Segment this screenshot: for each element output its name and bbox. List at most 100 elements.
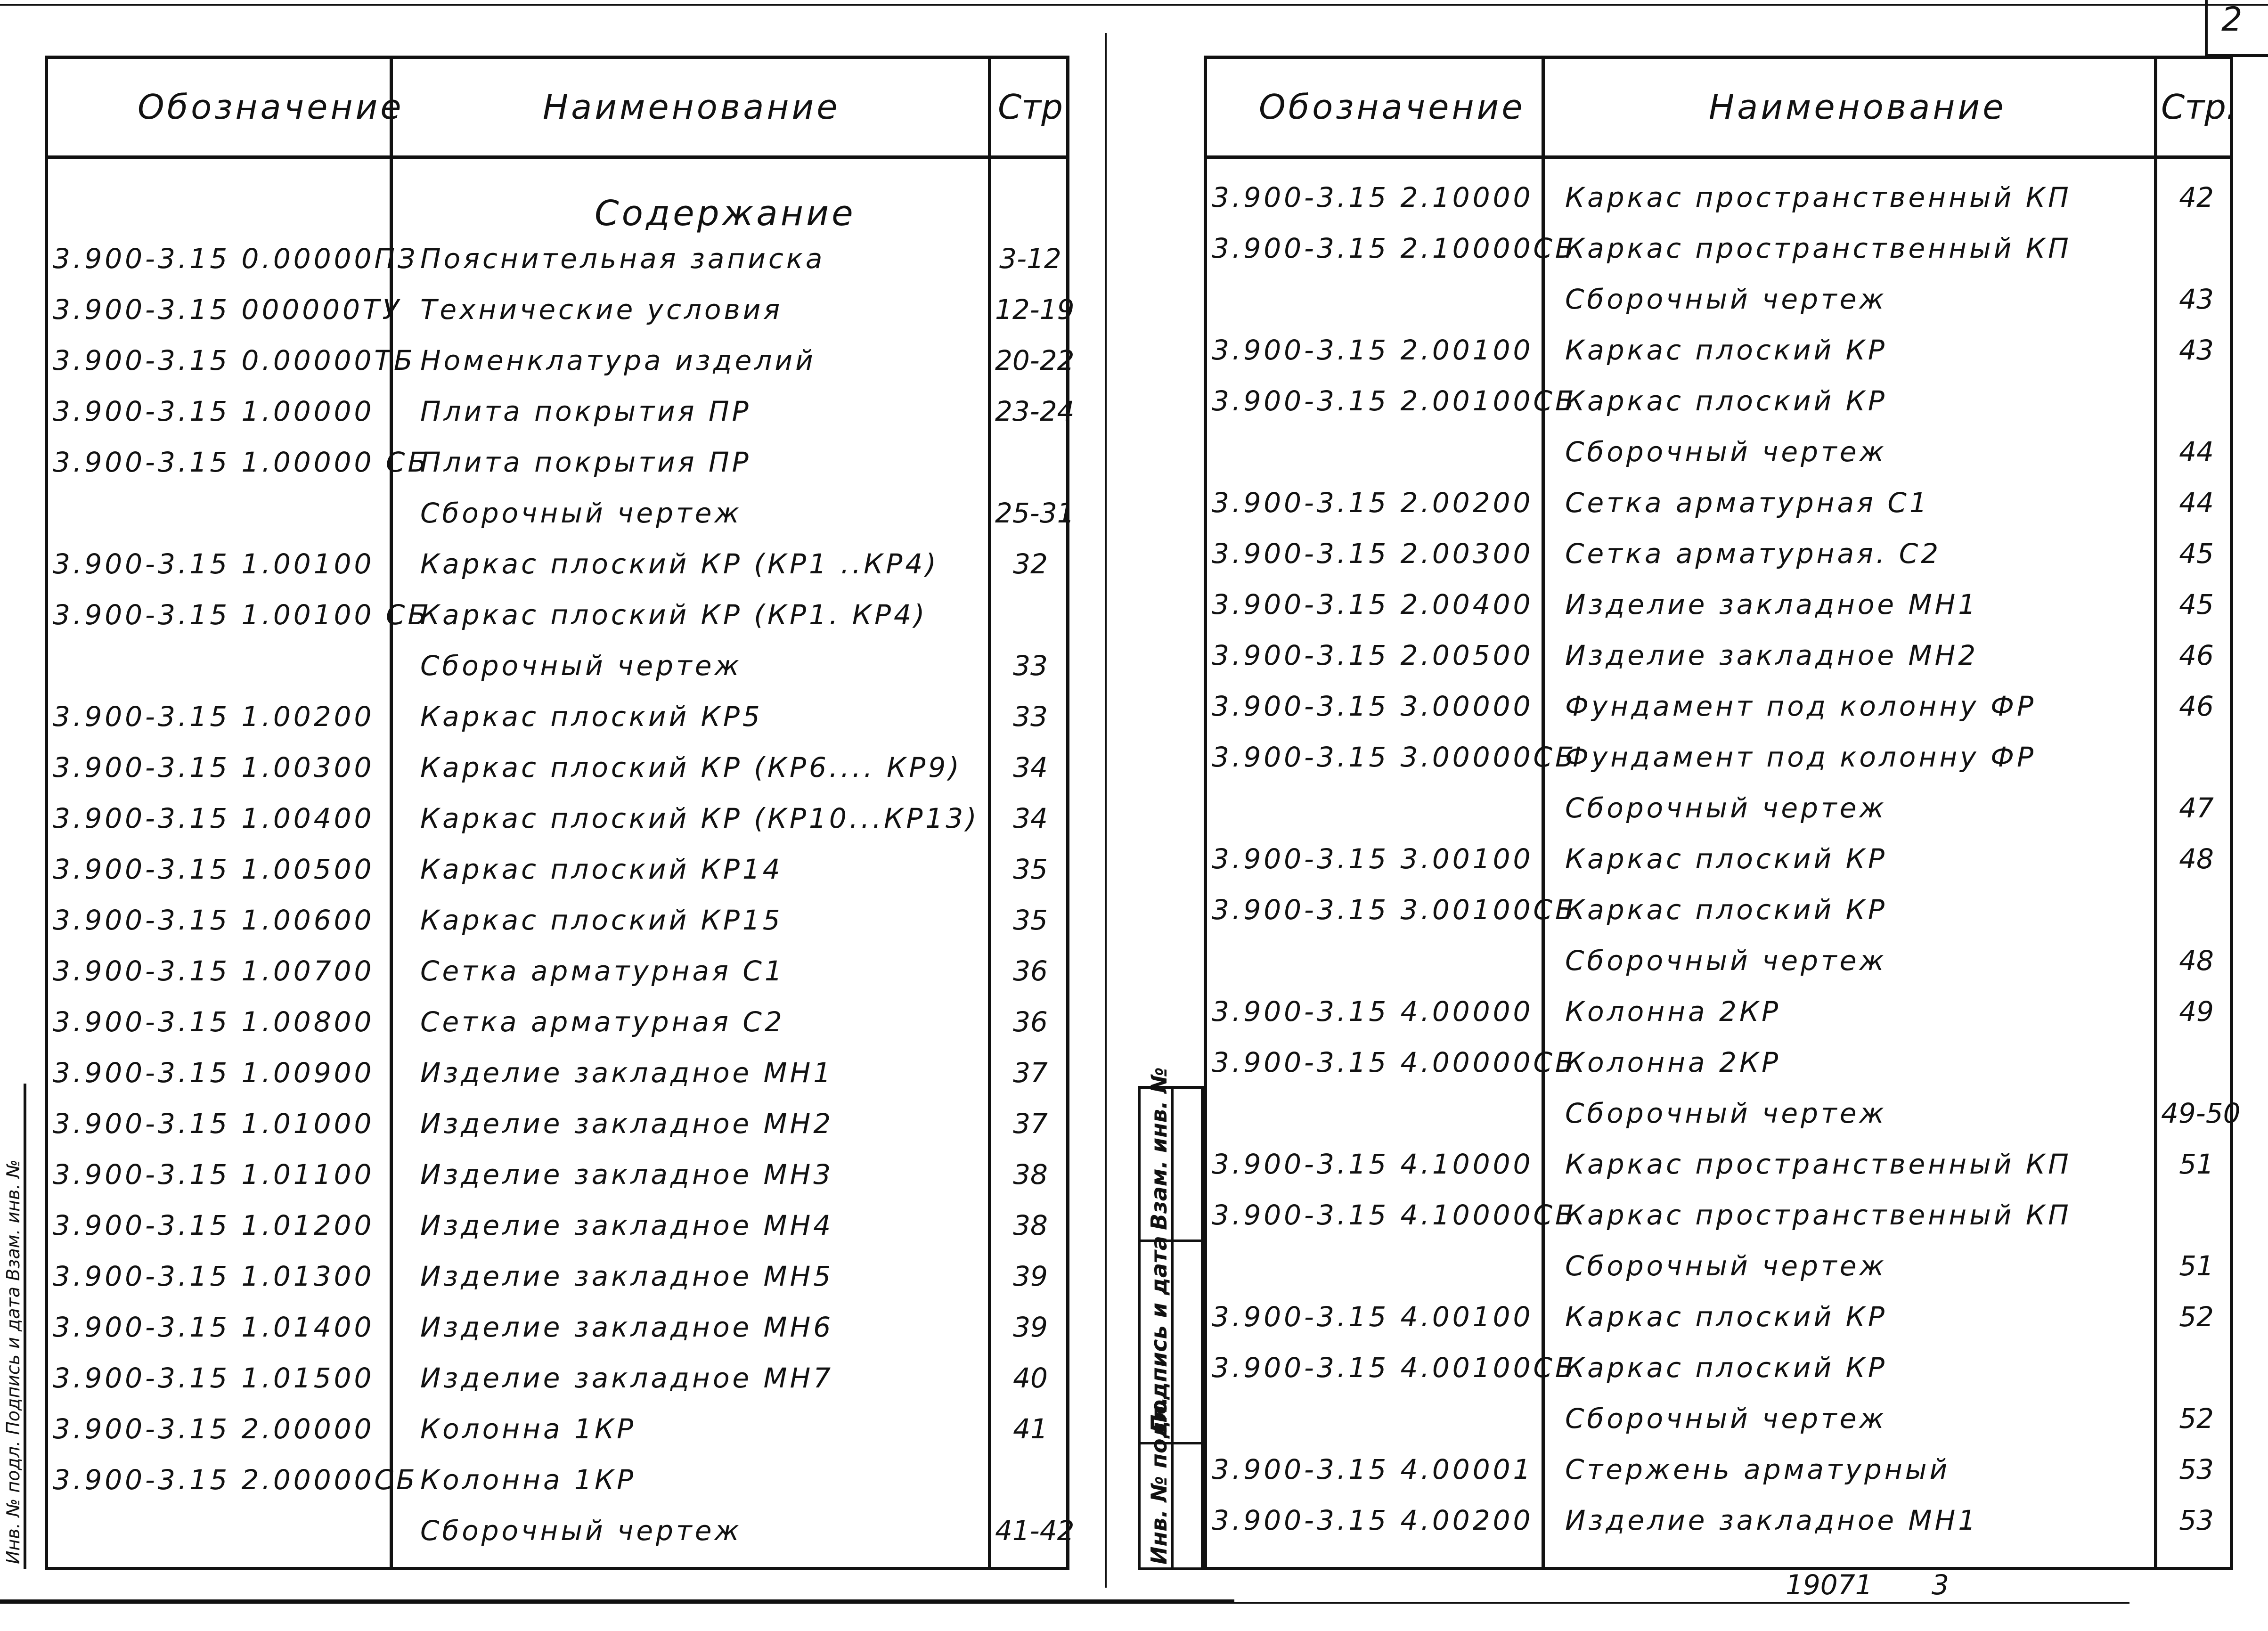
row-name: Изделие закладное МН4: [420, 1209, 834, 1241]
row-page: 49-50: [2161, 1097, 2241, 1129]
row-code: 3.900-3.15 4.00200: [1212, 1504, 1534, 1536]
row-name: Колонна 1КР: [420, 1413, 636, 1445]
row-name: Сборочный чертеж: [1565, 1097, 1887, 1129]
row-page: 44: [2179, 487, 2214, 519]
row-name: Каркас плоский КР (КР1 ..КР4): [420, 548, 939, 580]
row-page: 41: [1013, 1413, 1048, 1445]
row-code: 3.900-3.15 1.00700: [53, 955, 375, 987]
row-name: Сетка арматурная С2: [420, 1006, 785, 1038]
header-name: Наименование: [1709, 87, 2007, 127]
row-page: 37: [1013, 1057, 1048, 1089]
row-name: Каркас пространственный КП: [1565, 1148, 2072, 1180]
row-page: [995, 437, 1066, 488]
row-code: 3.900-3.15 0.00000ПЗ: [53, 243, 418, 275]
stamp-divider: [1141, 1240, 1201, 1242]
row-page: 53: [2179, 1453, 2214, 1485]
row-page: [2161, 1190, 2232, 1240]
row-page: [2161, 1037, 2232, 1088]
row-page: 43: [2179, 334, 2214, 366]
row-code: 3.900-3.15 1.01500: [53, 1362, 375, 1394]
row-code: [1212, 783, 1542, 833]
row-code: 3.900-3.15 1.00900: [53, 1057, 375, 1089]
row-code: 3.900-3.15 3.00100СБ: [1212, 894, 1577, 926]
row-name: Сборочный чертеж: [420, 650, 742, 682]
row-page: 35: [1013, 904, 1048, 936]
column-divider: [2154, 59, 2157, 1567]
row-code: [1212, 1088, 1542, 1139]
row-code: 3.900-3.15 000000ТУ: [53, 294, 402, 326]
row-page: 39: [1013, 1260, 1048, 1292]
page-number-box: [2205, 0, 2268, 57]
contents-table-left: Обозначение Наименование Стр Содержание …: [45, 56, 1075, 1570]
row-name: Сборочный чертеж: [420, 497, 742, 529]
row-page: 46: [2179, 639, 2214, 671]
row-code: [53, 640, 430, 691]
row-page: 38: [1013, 1158, 1048, 1191]
row-page: [995, 1454, 1066, 1505]
row-name: Колонна 2КР: [1565, 1046, 1781, 1078]
row-name: Каркас пространственный КП: [1565, 1199, 2072, 1231]
row-name: Фундамент под колонну ФР: [1565, 690, 2036, 722]
row-page: 33: [1013, 650, 1048, 682]
row-code: 3.900-3.15 2.00000СБ: [53, 1464, 418, 1496]
row-page: 36: [1013, 955, 1048, 987]
row-page: [2161, 732, 2232, 783]
table-header: Обозначение Наименование Стр.: [1207, 59, 2237, 159]
row-name: Изделие закладное МН1: [1565, 588, 1979, 620]
row-page: 39: [1013, 1311, 1048, 1343]
row-page: 52: [2179, 1403, 2214, 1435]
row-page: 23-24: [995, 395, 1075, 427]
row-code: 3.900-3.15 4.00100СБ: [1212, 1352, 1577, 1384]
stamp-divider: [1171, 1089, 1174, 1567]
row-name: Сетка арматурная С1: [1565, 487, 1930, 519]
row-name: Каркас плоский КР14: [420, 853, 783, 885]
row-page: 35: [1013, 853, 1048, 885]
row-name: Изделие закладное МН2: [1565, 639, 1979, 671]
row-code: 3.900-3.15 1.00800: [53, 1006, 375, 1038]
contents-title: Содержание: [595, 193, 856, 234]
row-code: 3.900-3.15 0.00000ТБ: [53, 344, 416, 376]
column-divider: [1542, 59, 1545, 1567]
row-name: Технические условия: [420, 294, 783, 326]
row-name: Каркас плоский КР (КР1. КР4): [420, 599, 928, 631]
row-code: 3.900-3.15 4.10000: [1212, 1148, 1534, 1180]
row-name: Изделие закладное МН3: [420, 1158, 834, 1191]
row-name: Изделие закладное МН1: [1565, 1504, 1979, 1536]
row-page: 43: [2179, 283, 2214, 315]
row-code: 3.900-3.15 1.00100 СБ: [53, 599, 430, 631]
row-page: 33: [1013, 701, 1048, 733]
row-page: 49: [2179, 995, 2214, 1028]
row-name: Сборочный чертеж: [420, 1515, 742, 1547]
row-code: 3.900-3.15 1.00600: [53, 904, 375, 936]
row-name: Колонна 1КР: [420, 1464, 636, 1496]
row-page: [2161, 884, 2232, 935]
row-code: 3.900-3.15 2.00100СБ: [1212, 385, 1577, 417]
approval-stamp: Взам. инв. № Подпись и дата Инв. № подл.: [1138, 1067, 1204, 1570]
row-page: 45: [2179, 588, 2214, 620]
row-page: 3-12: [999, 243, 1061, 275]
row-code: [1212, 274, 1542, 325]
header-page: Стр.: [2161, 87, 2237, 127]
row-page: [995, 589, 1066, 640]
top-border-line: [0, 4, 2268, 6]
header-designation: Обозначение: [138, 87, 404, 127]
row-code: 3.900-3.15 4.00100: [1212, 1301, 1534, 1333]
row-code: 3.900-3.15 2.00400: [1212, 588, 1534, 620]
row-name: Сборочный чертеж: [1565, 1403, 1887, 1435]
row-code: 3.900-3.15 3.00000СБ: [1212, 741, 1577, 773]
row-name: Каркас пространственный КП: [1565, 181, 2072, 213]
row-code: 3.900-3.15 1.01200: [53, 1209, 375, 1241]
row-name: Сетка арматурная С1: [420, 955, 785, 987]
row-name: Пояснительная записка: [420, 243, 825, 275]
footer-doc-number: 19071: [1786, 1569, 1873, 1601]
table-header: Обозначение Наименование Стр: [48, 59, 1066, 159]
header-designation: Обозначение: [1259, 87, 1526, 127]
row-code: 3.900-3.15 1.00000 СБ: [53, 446, 430, 478]
row-name: Изделие закладное МН7: [420, 1362, 834, 1394]
row-page: 53: [2179, 1504, 2214, 1536]
page-number: 2: [2221, 0, 2243, 39]
row-code: [1212, 1240, 1542, 1291]
row-name: Сборочный чертеж: [1565, 792, 1887, 824]
row-name: Плита покрытия ПР: [420, 395, 751, 427]
row-page: 41-42: [995, 1515, 1075, 1547]
